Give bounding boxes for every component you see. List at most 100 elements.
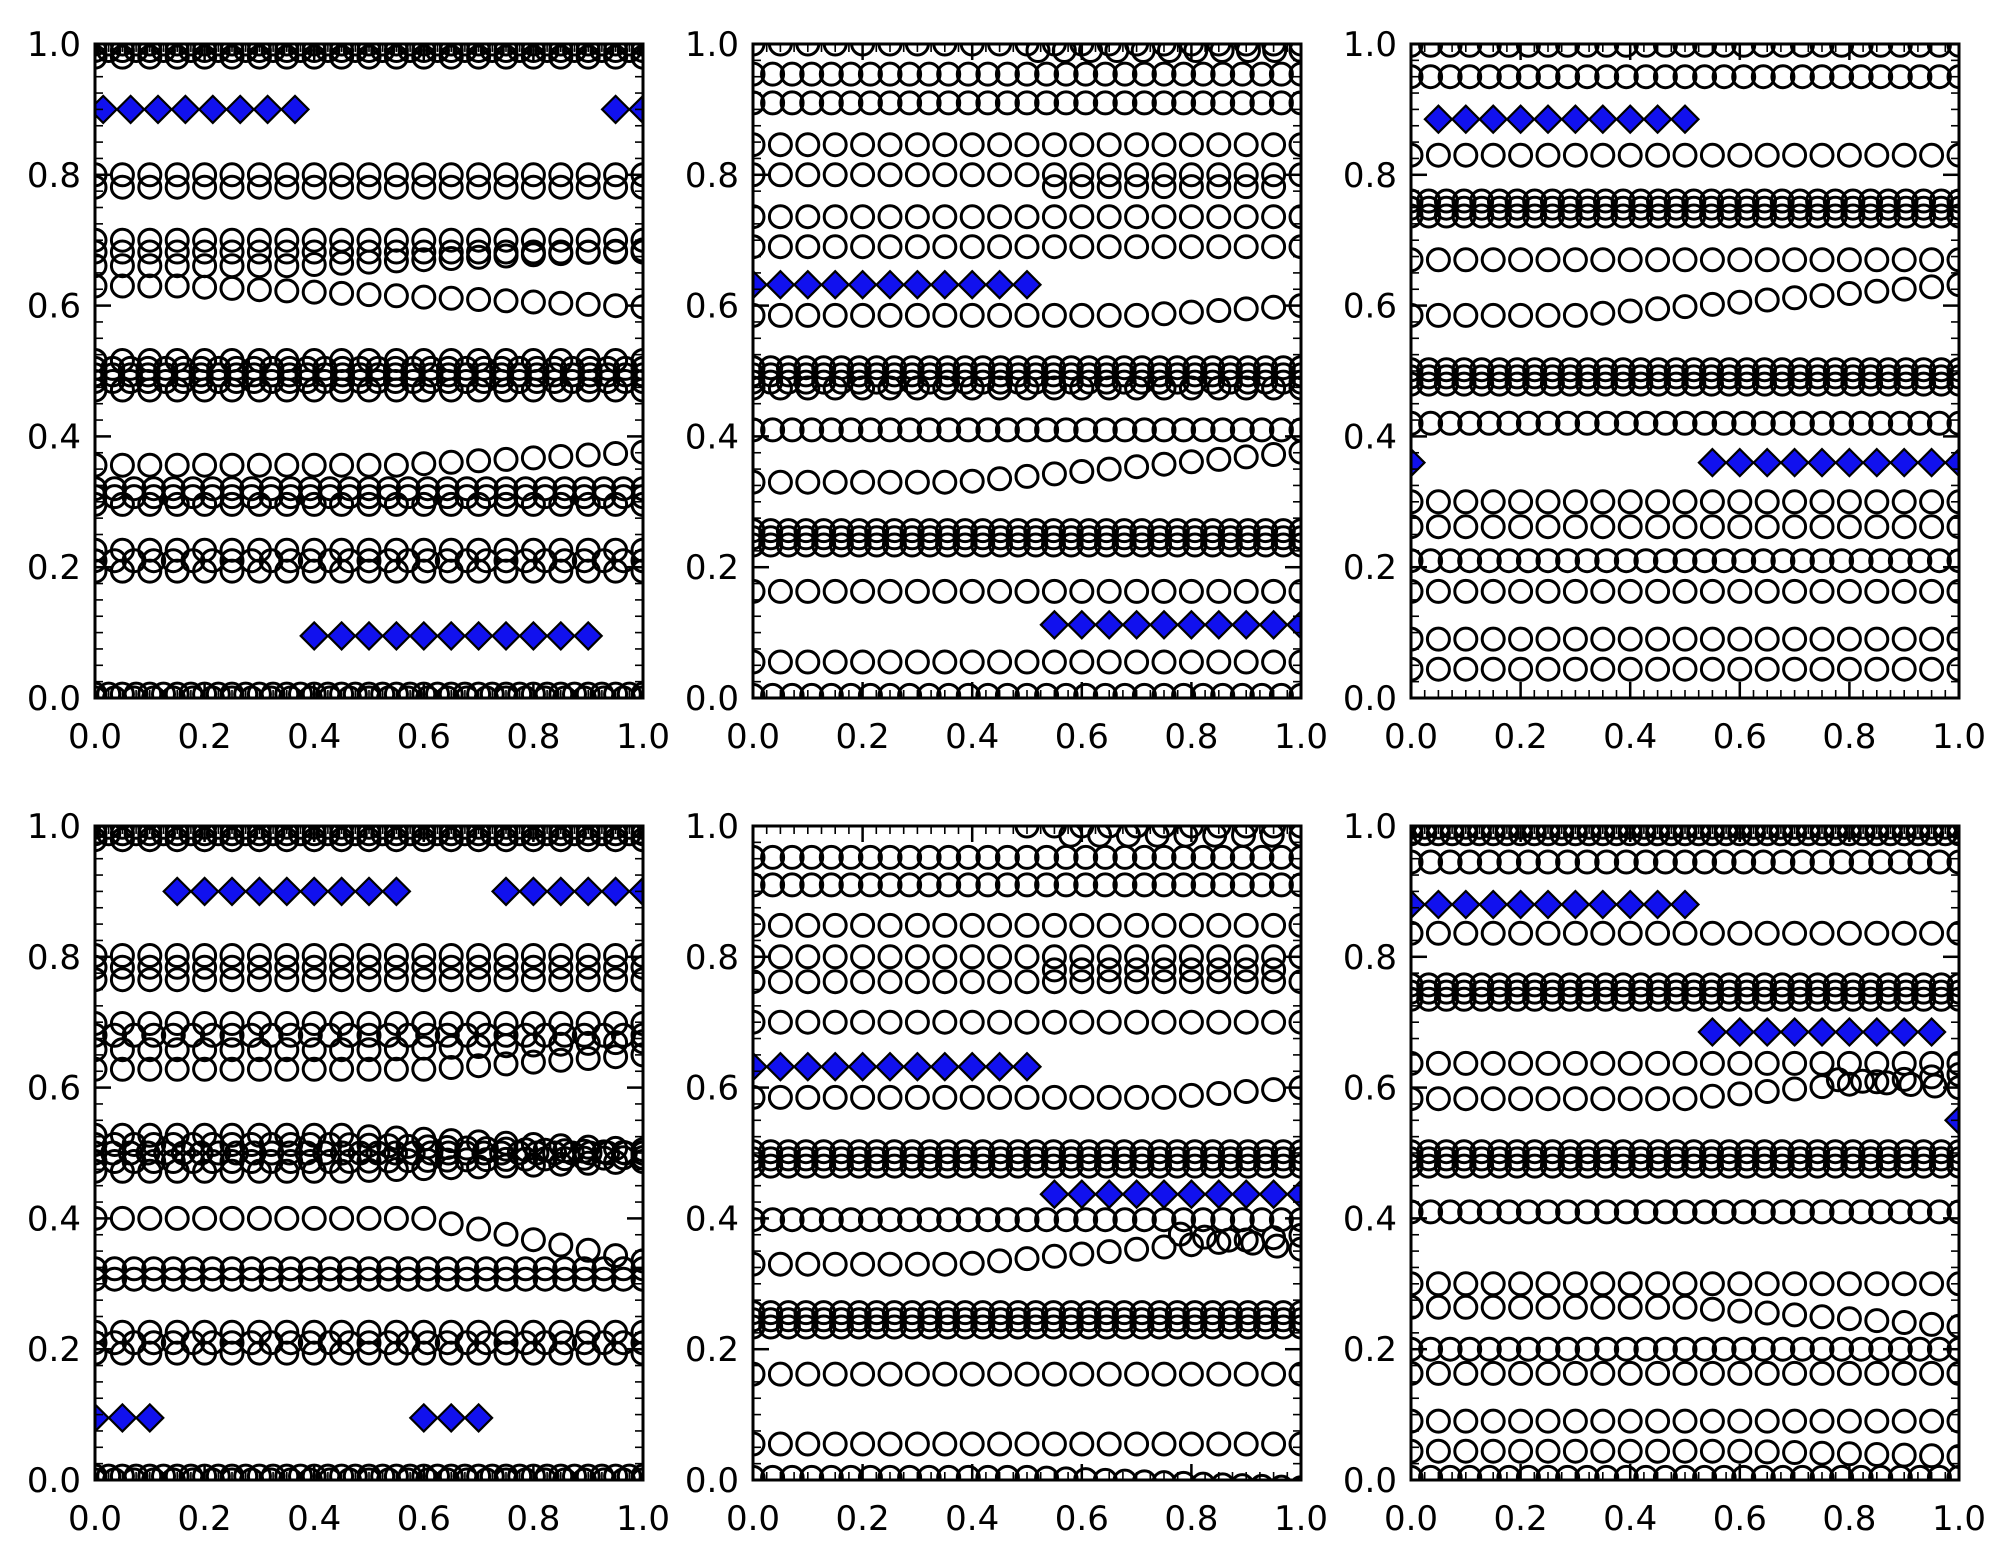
scatter-markers bbox=[1410, 825, 1960, 1481]
x-tick-label: 1.0 bbox=[1274, 717, 1328, 757]
x-tick-label: 0.0 bbox=[68, 717, 122, 757]
circle-band bbox=[1410, 272, 1960, 328]
y-tick-label: 0.8 bbox=[685, 938, 739, 978]
circle-band bbox=[1410, 1360, 1960, 1386]
y-tick-label: 0.0 bbox=[1343, 679, 1397, 719]
x-tick-label: 1.0 bbox=[616, 717, 670, 757]
y-tick-label: 0.0 bbox=[685, 1461, 739, 1501]
x-tick-label: 0.4 bbox=[945, 717, 999, 757]
x-tick-label: 0.6 bbox=[1055, 717, 1109, 757]
y-tick-labels: 0.0 0.2 0.4 0.6 0.8 1.0 bbox=[1343, 25, 1397, 719]
diamond-band bbox=[1039, 609, 1302, 640]
x-tick-label: 0.2 bbox=[836, 1499, 890, 1539]
circle-band bbox=[1410, 514, 1960, 540]
circle-band bbox=[752, 61, 1302, 87]
circle-band bbox=[1410, 920, 1960, 946]
circle-band bbox=[752, 1009, 1302, 1035]
diamond-band bbox=[1697, 447, 1960, 478]
diamond-band bbox=[752, 1051, 1043, 1082]
circle-band bbox=[1041, 174, 1287, 200]
subplot-r1c3: 0.0 0.2 0.4 0.6 0.8 1.0 0.0 0.2 0.4 0.6 0.8 1.0 bbox=[1343, 25, 1986, 757]
circle-band bbox=[94, 943, 644, 968]
circle-band bbox=[752, 969, 1302, 995]
circle-band bbox=[94, 1029, 644, 1063]
diamond-band bbox=[162, 876, 412, 907]
tick-marks bbox=[751, 42, 1303, 700]
circle-band bbox=[752, 844, 1302, 870]
y-tick-labels: 0.0 0.2 0.4 0.6 0.8 1.0 bbox=[1343, 807, 1397, 1501]
diamond-band bbox=[490, 876, 644, 907]
x-tick-label: 0.2 bbox=[836, 717, 890, 757]
x-tick-labels: 0.0 0.2 0.4 0.6 0.8 1.0 bbox=[726, 1499, 1328, 1539]
diamond-band bbox=[408, 1402, 494, 1433]
y-tick-label: 0.4 bbox=[1343, 1199, 1397, 1239]
x-tick-label: 0.0 bbox=[1384, 717, 1438, 757]
y-tick-label: 0.0 bbox=[685, 679, 739, 719]
circle-band bbox=[1410, 578, 1960, 604]
x-tick-label: 0.2 bbox=[1494, 717, 1548, 757]
y-tick-labels: 0.0 0.2 0.4 0.6 0.8 1.0 bbox=[27, 807, 81, 1501]
circle-band bbox=[752, 649, 1302, 675]
y-tick-label: 0.8 bbox=[27, 156, 81, 196]
x-tick-label: 0.8 bbox=[1164, 1499, 1218, 1539]
x-tick-labels: 0.0 0.2 0.4 0.6 0.8 1.0 bbox=[68, 717, 670, 757]
subplot-r1c1: 0.0 0.2 0.4 0.6 0.8 1.0 0.0 0.2 0.4 0.6 0.8 1.0 bbox=[27, 25, 670, 757]
circle-band bbox=[752, 1464, 1302, 1481]
circle-band bbox=[1410, 1153, 1960, 1179]
x-tick-label: 0.0 bbox=[726, 1499, 780, 1539]
x-tick-label: 0.6 bbox=[1055, 1499, 1109, 1539]
x-tick-label: 0.4 bbox=[287, 717, 341, 757]
circle-band bbox=[752, 1314, 1302, 1340]
x-tick-label: 0.4 bbox=[945, 1499, 999, 1539]
x-tick-label: 1.0 bbox=[1932, 717, 1986, 757]
circle-band bbox=[1410, 1271, 1960, 1297]
subplot-r2c2: 0.0 0.2 0.4 0.6 0.8 1.0 0.0 0.2 0.4 0.6 0.8 1.0 bbox=[685, 807, 1328, 1539]
circle-band bbox=[752, 872, 1302, 898]
y-tick-label: 0.4 bbox=[27, 1199, 81, 1239]
y-tick-label: 0.2 bbox=[685, 1330, 739, 1370]
subplot-r1c2: 0.0 0.2 0.4 0.6 0.8 1.0 0.0 0.2 0.4 0.6 0.8 1.0 bbox=[685, 25, 1328, 757]
y-tick-label: 0.8 bbox=[1343, 156, 1397, 196]
x-tick-label: 0.6 bbox=[1713, 717, 1767, 757]
y-tick-label: 0.4 bbox=[1343, 417, 1397, 457]
circle-band bbox=[752, 204, 1302, 230]
x-tick-label: 0.2 bbox=[178, 1499, 232, 1539]
y-tick-label: 0.4 bbox=[685, 417, 739, 457]
y-tick-label: 0.2 bbox=[27, 548, 81, 588]
y-tick-label: 0.8 bbox=[1343, 938, 1397, 978]
scatter-markers bbox=[1410, 43, 1960, 682]
x-tick-label: 0.6 bbox=[397, 1499, 451, 1539]
circle-band bbox=[752, 162, 1302, 188]
y-tick-label: 0.0 bbox=[27, 679, 81, 719]
x-tick-label: 0.2 bbox=[178, 717, 232, 757]
diamond-band bbox=[1697, 1016, 1947, 1048]
circle-band bbox=[94, 954, 644, 980]
y-tick-labels: 0.0 0.2 0.4 0.6 0.8 1.0 bbox=[685, 807, 739, 1501]
circle-band bbox=[752, 1222, 1302, 1277]
x-tick-label: 0.0 bbox=[1384, 1499, 1438, 1539]
scatter-markers bbox=[752, 43, 1302, 699]
x-tick-label: 0.6 bbox=[1713, 1499, 1767, 1539]
y-tick-label: 0.8 bbox=[27, 938, 81, 978]
y-tick-label: 0.2 bbox=[1343, 1330, 1397, 1370]
diamond-band bbox=[299, 620, 604, 651]
circle-band bbox=[1041, 957, 1287, 983]
circle-band bbox=[752, 1153, 1302, 1179]
y-tick-label: 0.8 bbox=[685, 156, 739, 196]
y-tick-label: 0.2 bbox=[685, 548, 739, 588]
circle-band bbox=[94, 174, 644, 200]
tick-marks bbox=[93, 42, 645, 700]
y-tick-label: 0.6 bbox=[685, 1069, 739, 1109]
circle-band bbox=[1410, 626, 1960, 652]
diamond-band bbox=[1423, 104, 1701, 135]
scatter-markers bbox=[752, 825, 1302, 1481]
diamond-band bbox=[1039, 1179, 1302, 1210]
circle-band bbox=[94, 1340, 644, 1366]
circle-band bbox=[94, 273, 644, 320]
x-tick-labels: 0.0 0.2 0.4 0.6 0.8 1.0 bbox=[726, 717, 1328, 757]
circle-band bbox=[1410, 1336, 1960, 1362]
circle-band bbox=[1410, 849, 1960, 875]
diamond-band bbox=[1410, 889, 1701, 920]
